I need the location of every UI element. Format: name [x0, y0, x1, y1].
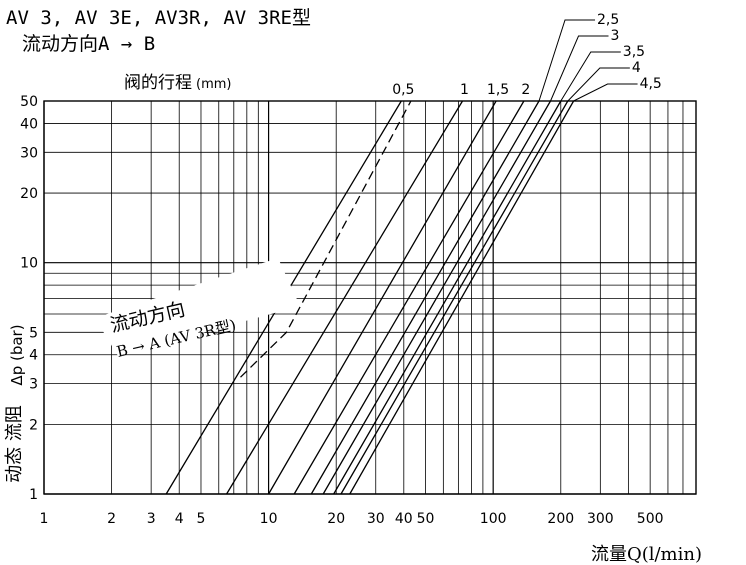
stroke-label-text: 阀的行程 [124, 73, 192, 93]
series-line-8 [349, 100, 575, 495]
plot-frame [43, 100, 697, 495]
x-axis-label: 流量Q(l/min) [591, 544, 702, 565]
x-tick-label: 4 [175, 511, 184, 527]
y-tick-label: 10 [20, 256, 38, 272]
y-tick-label: 40 [20, 116, 38, 132]
series-leader [538, 19, 596, 102]
y-axis-label-prefix: 动态 流阻 [4, 405, 25, 483]
annotation-background [95, 258, 300, 356]
series-line-2 [268, 100, 497, 495]
x-tick-label: 40 [395, 511, 413, 527]
series-leader [573, 83, 638, 102]
x-tick-label: 500 [637, 511, 664, 527]
stroke-unit-text: (mm) [196, 77, 231, 92]
series-label: 1,5 [487, 82, 509, 98]
x-tick-label: 2 [107, 511, 116, 527]
series-leader [567, 67, 630, 102]
y-tick-label: 30 [20, 145, 38, 161]
x-tick-label: 1 [40, 511, 49, 527]
y-tick-label: 4 [29, 348, 38, 364]
series-line-5 [322, 100, 552, 495]
y-tick-label: 1 [29, 487, 38, 503]
series-line-1 [226, 100, 464, 495]
x-tick-label: 5 [197, 511, 206, 527]
y-tick-label: 20 [20, 186, 38, 202]
series-label: 4,5 [640, 76, 662, 92]
x-tick-labels: 1 2 3 4 5 10 20 30 40 50 100 200 300 500 [40, 511, 664, 527]
stroke-axis-label: 阀的行程 (mm) [124, 73, 231, 93]
series-line-7 [340, 100, 569, 495]
x-tick-label: 10 [260, 511, 278, 527]
series-leader [550, 35, 609, 102]
series-line-3 [293, 100, 525, 495]
x-tick-label: 30 [367, 511, 385, 527]
x-tick-label: 20 [327, 511, 345, 527]
series-label: 2 [521, 82, 530, 98]
y-tick-label: 3 [29, 377, 38, 393]
grid [43, 100, 697, 495]
y-axis-label: Δp (bar) [8, 324, 26, 385]
y-tick-labels: 1 2 3 4 5 10 20 30 40 50 [20, 94, 38, 503]
y-tick-label: 2 [29, 417, 38, 433]
x-tick-label: 100 [480, 511, 507, 527]
chart-title: AV 3, AV 3E, AV3R, AV 3RE型 [6, 7, 311, 29]
series-label: 3 [611, 28, 620, 44]
series-label: 0,5 [392, 82, 414, 98]
series-label: 3,5 [623, 44, 645, 60]
series-line-9 [240, 100, 412, 378]
x-tick-label: 300 [587, 511, 614, 527]
series-label: 2,5 [597, 12, 619, 28]
series-labels: 0,5 1 1,5 2 2,533,544,5 [392, 12, 662, 98]
series-label-leaders [538, 19, 638, 102]
series-line-6 [333, 100, 562, 495]
y-tick-label: 5 [29, 325, 38, 341]
series-label: 4 [632, 60, 641, 76]
series-lines [165, 100, 575, 495]
x-tick-label: 3 [147, 511, 156, 527]
chart-subtitle: 流动方向A → B [22, 33, 155, 55]
y-tick-label: 50 [20, 94, 38, 110]
series-leader [560, 51, 621, 102]
x-tick-label: 50 [417, 511, 435, 527]
series-line-4 [310, 100, 540, 495]
x-tick-label: 200 [547, 511, 574, 527]
series-label: 1 [460, 82, 469, 98]
